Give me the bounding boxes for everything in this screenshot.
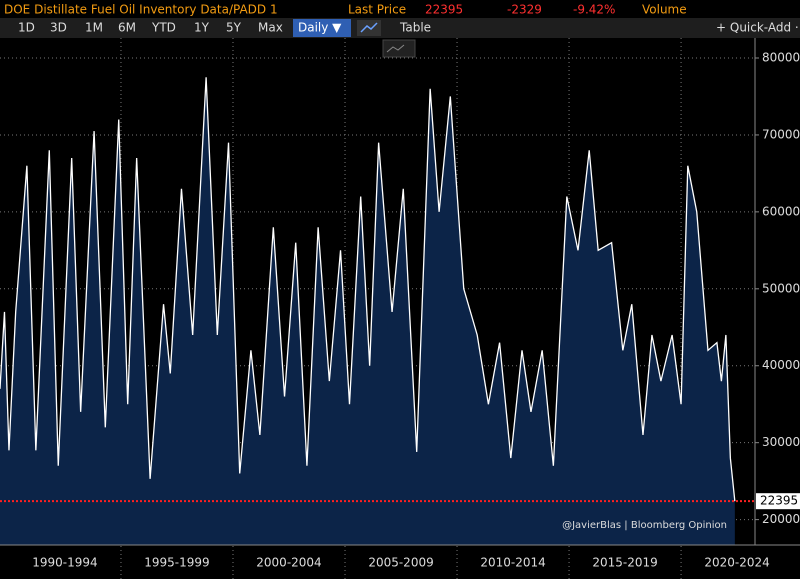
- x-tick-label: 1995-1999: [144, 556, 209, 570]
- x-tick-label: 2010-2014: [480, 556, 545, 570]
- y-tick-label: 70000: [762, 127, 800, 141]
- y-tick-label: 40000: [762, 358, 800, 372]
- last-price-box: [756, 493, 800, 510]
- header-bar: [0, 0, 800, 18]
- mini-chart-icon[interactable]: [382, 39, 416, 58]
- toolbar: [0, 18, 800, 38]
- x-tick-label: 2020-2024: [704, 556, 769, 570]
- annotation: @JavierBlas | Bloomberg Opinion: [562, 520, 727, 531]
- last-price: 22395: [425, 3, 463, 17]
- range-button[interactable]: YTD: [151, 21, 176, 35]
- y-tick-label: 50000: [762, 281, 800, 295]
- last-price-label: Last Price: [348, 3, 406, 17]
- change-pct: -9.42%: [573, 3, 615, 17]
- range-button[interactable]: 1Y: [194, 21, 210, 35]
- y-tick-label: 30000: [762, 435, 800, 449]
- frequency-button[interactable]: [293, 19, 351, 37]
- quick-add[interactable]: + Quick-Add ·: [716, 21, 799, 35]
- range-button[interactable]: 1D: [18, 21, 35, 35]
- line: [0, 77, 736, 502]
- x-tick-label: 2005-2009: [368, 556, 433, 570]
- range-button[interactable]: 1M: [85, 21, 103, 35]
- mini-icon-line: [386, 44, 405, 53]
- chart-icon-line: [360, 22, 378, 33]
- y-tick-label: 60000: [762, 204, 800, 218]
- x-tick-label: 2015-2019: [592, 556, 657, 570]
- last-price-tag: 22395: [760, 494, 798, 508]
- y-tick-label: 20000: [762, 512, 800, 526]
- range-button[interactable]: Max: [258, 21, 283, 35]
- table-button[interactable]: Table: [399, 21, 431, 35]
- title: DOE Distillate Fuel Oil Inventory Data/P…: [4, 3, 278, 17]
- range-button[interactable]: 6M: [118, 21, 136, 35]
- x-tick-label: 2000-2004: [256, 556, 321, 570]
- frequency[interactable]: Daily ▼: [298, 21, 342, 35]
- y-tick-label: 80000: [762, 51, 800, 65]
- range-button[interactable]: 3D: [50, 21, 67, 35]
- range-button[interactable]: 5Y: [226, 21, 242, 35]
- x-tick-label: 1990-1994: [32, 556, 97, 570]
- volume-label: Volume: [642, 3, 687, 17]
- change: -2329: [507, 3, 542, 17]
- area: [0, 77, 735, 545]
